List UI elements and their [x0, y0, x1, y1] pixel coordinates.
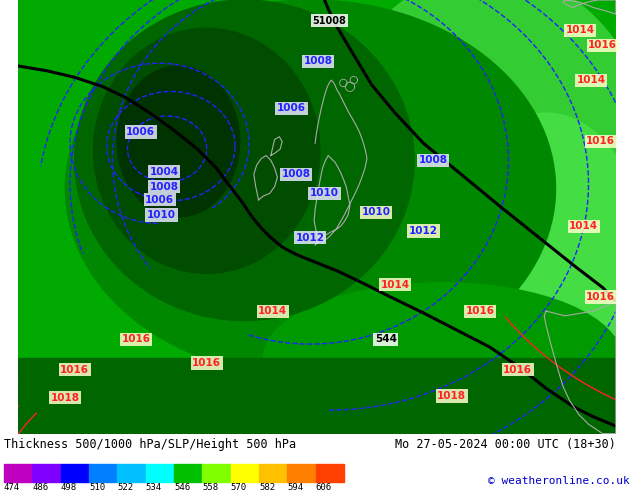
- Text: 522: 522: [117, 483, 134, 490]
- Text: 1010: 1010: [362, 207, 391, 217]
- Text: © weatheronline.co.uk: © weatheronline.co.uk: [488, 476, 630, 486]
- Text: 582: 582: [259, 483, 275, 490]
- Text: 1010: 1010: [310, 188, 339, 198]
- Bar: [202, 464, 231, 482]
- Text: 606: 606: [316, 483, 332, 490]
- Ellipse shape: [263, 283, 621, 434]
- Text: 1014: 1014: [380, 280, 410, 290]
- Text: 1016: 1016: [588, 40, 617, 50]
- Text: 1006: 1006: [277, 103, 306, 113]
- Ellipse shape: [75, 0, 414, 320]
- Text: 1014: 1014: [566, 25, 595, 35]
- Bar: [89, 464, 117, 482]
- Text: Thickness 500/1000 hPa/SLP/Height 500 hPa: Thickness 500/1000 hPa/SLP/Height 500 hP…: [4, 438, 296, 451]
- Bar: [231, 464, 259, 482]
- Text: 1004: 1004: [150, 167, 179, 176]
- Text: 594: 594: [287, 483, 304, 490]
- Text: 1016: 1016: [60, 365, 89, 374]
- Text: Mo 27-05-2024 00:00 UTC (18+30): Mo 27-05-2024 00:00 UTC (18+30): [395, 438, 616, 451]
- Text: 1010: 1010: [147, 210, 176, 220]
- Text: 534: 534: [146, 483, 162, 490]
- Text: 1016: 1016: [192, 358, 221, 368]
- Bar: [146, 464, 174, 482]
- Ellipse shape: [452, 113, 634, 377]
- Text: 558: 558: [202, 483, 219, 490]
- Text: 1008: 1008: [418, 155, 448, 165]
- Bar: [316, 464, 344, 482]
- Bar: [287, 464, 316, 482]
- Bar: [61, 464, 89, 482]
- Text: 1012: 1012: [296, 233, 325, 243]
- Text: 1006: 1006: [126, 127, 155, 137]
- Text: 1014: 1014: [569, 221, 598, 231]
- Bar: [117, 464, 146, 482]
- Text: 1016: 1016: [465, 306, 495, 316]
- Text: 1018: 1018: [437, 391, 467, 401]
- Text: 546: 546: [174, 483, 190, 490]
- Text: 1016: 1016: [503, 365, 533, 374]
- Ellipse shape: [325, 0, 634, 368]
- Text: 1014: 1014: [577, 75, 606, 85]
- Text: 1012: 1012: [409, 226, 438, 236]
- Bar: [32, 464, 61, 482]
- Text: 570: 570: [231, 483, 247, 490]
- Text: 486: 486: [32, 483, 48, 490]
- Text: 544: 544: [375, 334, 397, 344]
- Bar: [18, 358, 616, 434]
- Bar: [259, 464, 287, 482]
- Text: 51008: 51008: [313, 16, 346, 26]
- Text: 1008: 1008: [281, 170, 311, 179]
- Bar: [4, 464, 32, 482]
- Text: 1018: 1018: [51, 393, 80, 403]
- Text: 1006: 1006: [145, 195, 174, 205]
- Text: 474: 474: [4, 483, 20, 490]
- Text: 498: 498: [61, 483, 77, 490]
- Text: 1008: 1008: [304, 56, 332, 66]
- Text: 510: 510: [89, 483, 105, 490]
- Ellipse shape: [94, 28, 320, 273]
- Ellipse shape: [65, 0, 555, 377]
- Text: 1014: 1014: [258, 306, 287, 316]
- Ellipse shape: [117, 66, 240, 217]
- Bar: [174, 464, 202, 482]
- Text: 1016: 1016: [122, 334, 150, 344]
- Text: 1016: 1016: [586, 292, 615, 302]
- Text: 1016: 1016: [586, 136, 615, 147]
- Text: 1008: 1008: [150, 182, 179, 192]
